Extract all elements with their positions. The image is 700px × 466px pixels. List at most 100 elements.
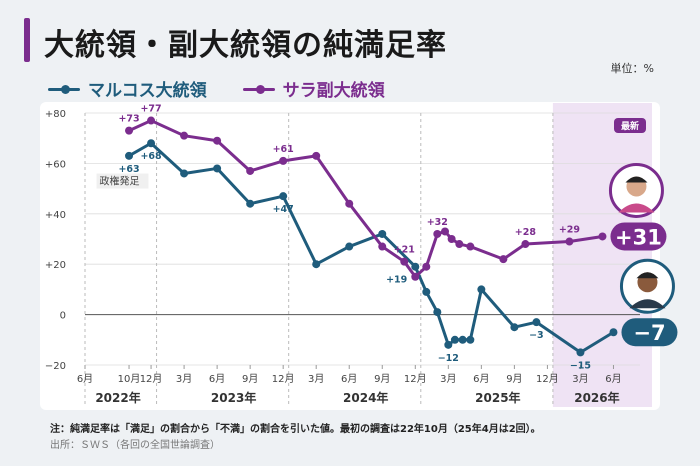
series-0-data-label-3: +19	[386, 275, 407, 286]
series-0-point-17	[510, 323, 519, 332]
series-1-point-14	[447, 235, 456, 243]
series-1-point-20	[598, 232, 607, 241]
series-1-point-15	[455, 240, 464, 249]
x-tick-label-1: 10月	[118, 373, 141, 385]
legend-swatch-sara	[242, 83, 275, 95]
y-tick-label-3: +20	[45, 260, 66, 271]
event-label-bg	[96, 173, 149, 189]
series-0-point-16	[477, 285, 486, 294]
x-tick-label-5: 9月	[242, 373, 258, 385]
series-0-point-2	[180, 169, 189, 178]
year-label-3: 2025年	[475, 390, 520, 405]
x-tick-label-10: 12月	[404, 373, 427, 385]
series-0-latest-badge	[621, 318, 678, 347]
x-tick-label-7: 3月	[308, 373, 324, 385]
x-tick-label-11: 3月	[440, 373, 456, 385]
legend-label-sara: サラ副大統領	[282, 81, 385, 101]
year-label-0: 2022年	[95, 390, 140, 405]
series-line-0	[128, 141, 615, 354]
series-0-point-0	[125, 151, 134, 160]
series-1-data-label-2: +61	[273, 144, 294, 155]
x-tick-label-13: 9月	[506, 373, 522, 385]
series-0-portrait-hair	[636, 272, 659, 279]
series-1-portrait-hair	[625, 176, 648, 183]
x-tick-label-6: 12月	[272, 373, 295, 385]
series-1-point-8	[378, 242, 387, 251]
series-0-point-19	[576, 348, 585, 357]
x-tick-label-12: 6月	[473, 373, 489, 385]
x-tick-label-8: 6月	[341, 373, 357, 385]
series-0-point-10	[422, 287, 431, 296]
series-1-point-7	[345, 199, 354, 208]
title-accent-bar	[24, 18, 30, 62]
series-0-point-6	[312, 260, 321, 269]
series-1-point-11	[422, 262, 431, 271]
x-tick-label-9: 9月	[374, 373, 390, 385]
series-1-point-1	[147, 116, 156, 125]
series-1-point-19	[565, 237, 574, 246]
series-1-point-9	[400, 257, 409, 266]
series-0-point-20	[609, 328, 618, 337]
series-1-latest-badge	[610, 222, 667, 251]
series-1-point-2	[180, 131, 189, 140]
event-label: 政権発足	[100, 175, 140, 188]
series-0-point-15	[466, 335, 475, 344]
y-tick-label-5: −20	[45, 361, 66, 372]
series-1-data-label-4: +32	[427, 217, 448, 228]
series-0-latest-value: −7	[633, 321, 665, 345]
series-0-point-14	[458, 335, 467, 344]
series-0-data-label-2: +47	[273, 204, 294, 215]
series-1-point-6	[312, 151, 321, 160]
unit-label: 単位：%	[610, 62, 654, 75]
series-0-point-13	[450, 335, 459, 344]
series-0-point-3	[213, 164, 222, 173]
series-1-point-10	[411, 272, 420, 281]
series-1-point-17	[499, 255, 508, 264]
series-1-portrait-body	[618, 203, 655, 213]
series-0-point-8	[378, 229, 387, 238]
x-tick-label-2: 12月	[140, 373, 163, 385]
year-label-2: 2024年	[343, 390, 388, 405]
series-0-data-label-6: −15	[570, 360, 591, 371]
x-tick-label-0: 6月	[77, 373, 93, 385]
series-1-point-13	[441, 227, 450, 236]
series-0-point-12	[444, 340, 453, 349]
series-1-point-18	[521, 240, 530, 249]
y-tick-label-0: +80	[45, 109, 66, 120]
legend-item-marcos: マルコス大統領	[48, 76, 207, 101]
legend-label-marcos: マルコス大統領	[88, 81, 207, 101]
series-0-data-label-5: −3	[529, 330, 544, 341]
x-tick-label-16: 6月	[605, 373, 621, 385]
series-0-point-11	[433, 308, 442, 317]
series-0-point-1	[147, 139, 156, 148]
source-note: 出所：ＳＷＳ（各回の全国世論調査）	[50, 440, 220, 451]
series-1-data-label-6: +29	[559, 225, 580, 236]
series-1-point-12	[433, 229, 442, 238]
series-0-point-5	[279, 192, 288, 201]
series-1-data-label-0: +73	[118, 114, 139, 125]
x-tick-label-4: 6月	[209, 373, 225, 385]
latest-badge	[614, 118, 646, 133]
series-1-latest-value: +31	[615, 225, 662, 249]
latest-highlight-band	[552, 103, 652, 407]
latest-badge-label: 最新	[621, 120, 639, 132]
series-0-point-7	[345, 242, 354, 251]
series-0-portrait-body	[629, 299, 666, 309]
series-1-point-16	[466, 242, 475, 251]
x-tick-label-3: 3月	[176, 373, 192, 385]
year-label-4: 2026年	[574, 390, 619, 405]
series-1-point-5	[279, 156, 288, 165]
series-0-data-label-4: −12	[438, 353, 459, 364]
footnote: 注：純満足率は「満足」の割合から「不満」の割合を引いた値。最初の調査は22年10…	[50, 424, 541, 435]
x-tick-label-15: 3月	[572, 373, 588, 385]
y-tick-label-2: +40	[45, 210, 66, 221]
legend-swatch-marcos	[48, 83, 80, 95]
series-1-point-4	[246, 166, 255, 175]
series-0-data-label-0: +63	[118, 164, 139, 175]
series-1-data-label-1: +77	[140, 104, 161, 115]
series-0-point-18	[532, 318, 541, 327]
series-1-data-label-3: +21	[394, 245, 415, 256]
series-1-data-label-5: +28	[515, 227, 537, 238]
year-label-1: 2023年	[211, 390, 256, 405]
